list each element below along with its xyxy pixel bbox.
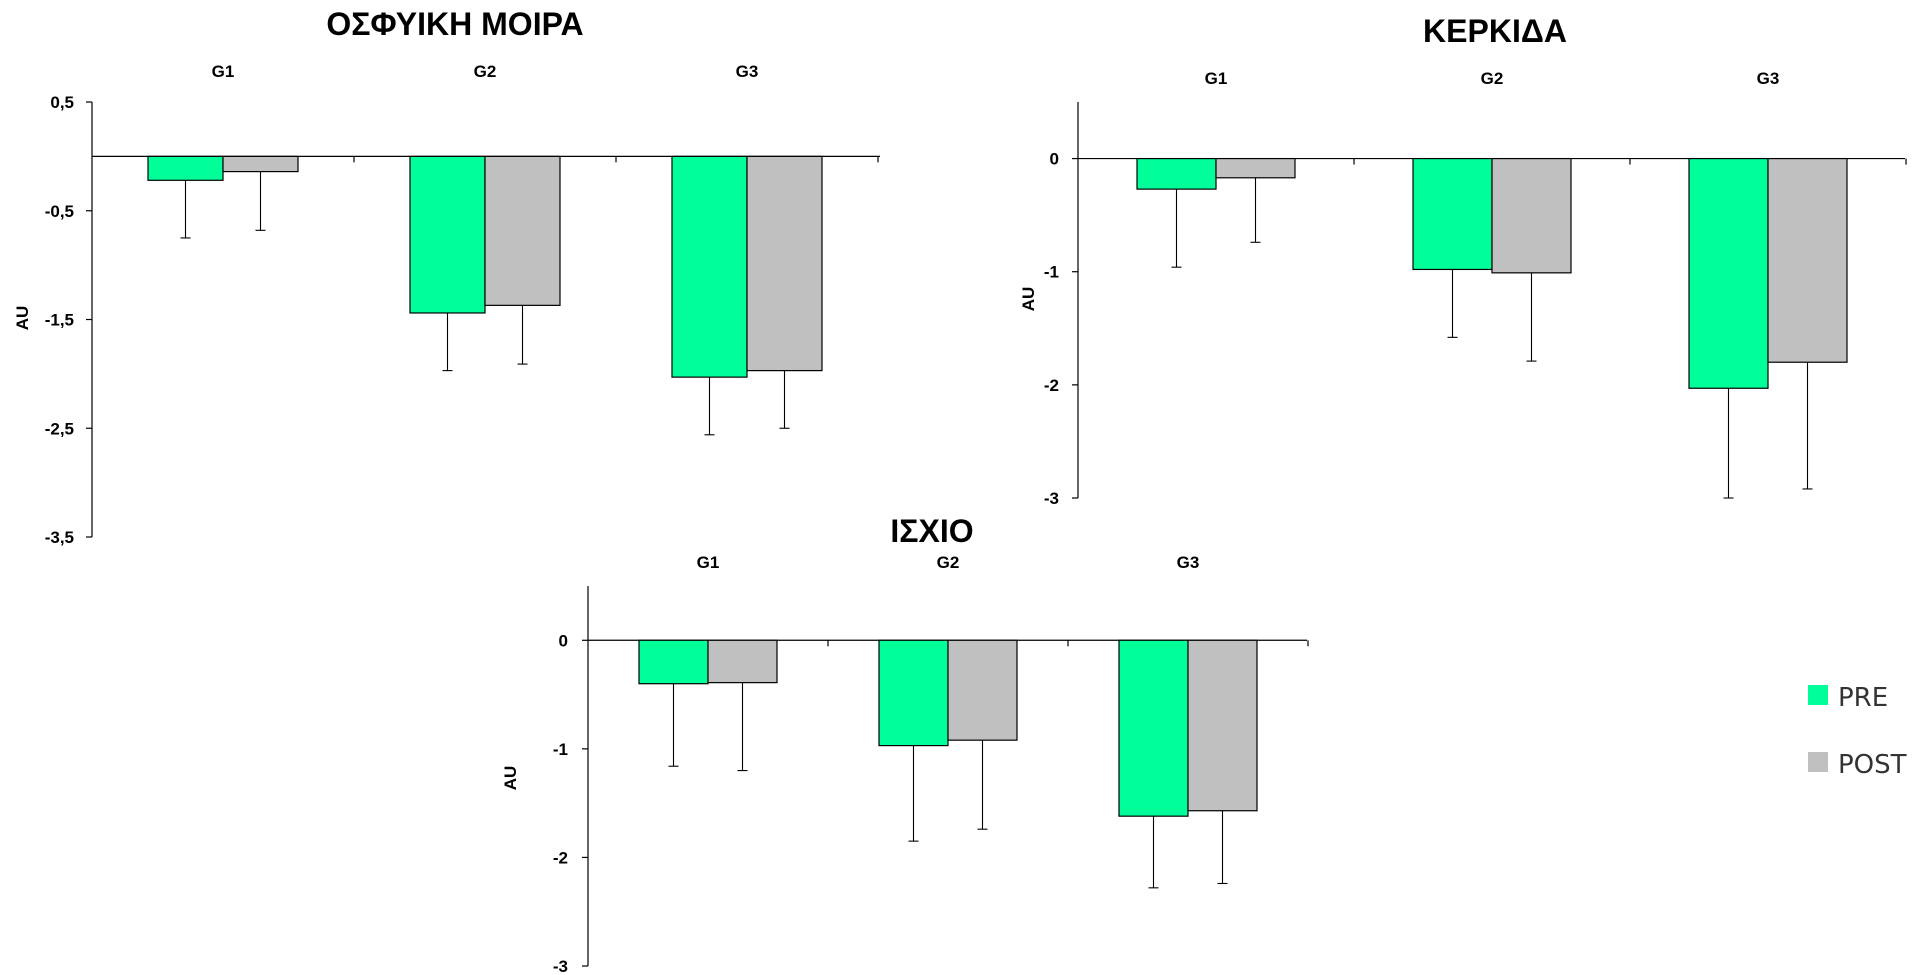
y-tick-label: -2 [553,848,568,867]
bar-pre [1136,157,1217,190]
chart-title: ΚΕΡΚΙΔΑ [1423,13,1567,49]
category-label: G3 [1757,69,1780,88]
y-tick-label: -1,5 [45,311,74,330]
y-tick-label: 0 [1050,150,1059,169]
chart-panel-radius: ΚΕΡΚΙΔΑ AU 0 -1 -2 -3 G1 G2 G3 [1019,13,1907,508]
y-tick-label: -2 [1044,376,1059,395]
bar-post [746,155,823,372]
y-axis-label: AU [501,766,520,791]
bar-pre [1118,639,1189,817]
category-label: G2 [1481,69,1504,88]
y-tick-label: 0 [559,631,568,650]
bar-pre [1412,157,1493,271]
y-tick-label: -3 [553,957,568,975]
bar-post [484,155,561,306]
y-tick-label: -2,5 [45,419,74,438]
chart-panel-lumbar: ΟΣΦΥΙΚΗ ΜΟΙΡΑ AU 0,5 -0,5 -1,5 -2,5 -3,5 G1 G2… [13,6,880,547]
category-label: G3 [1177,553,1200,572]
bar-post [1767,157,1848,363]
category-label: G1 [212,62,235,81]
y-tick-label: -3,5 [45,528,74,547]
bar-pre [638,639,709,685]
bar-post [1491,157,1572,274]
category-label: G1 [697,553,720,572]
category-label: G2 [937,553,960,572]
legend-label-post: POST [1838,750,1907,780]
category-label: G2 [474,62,497,81]
legend-swatch-post [1808,752,1828,772]
bar-post [222,155,299,173]
bar-pre [147,155,224,181]
chart-panel-hip: ΙΣΧΙΟ AU 0 -1 -2 -3 G1 G2 G3 [501,513,1309,975]
y-axis-label: AU [1019,287,1038,312]
legend-swatch-pre [1808,685,1828,705]
y-tick-label: -1 [1044,263,1059,282]
y-tick-label: 0,5 [50,93,74,112]
y-axis-label: AU [13,306,32,331]
y-tick-label: -3 [1044,489,1059,508]
bar-post [947,639,1018,741]
bar-pre [1688,157,1769,389]
bar-pre [409,155,486,314]
chart-title: ΙΣΧΙΟ [890,513,973,549]
chart-title: ΟΣΦΥΙΚΗ ΜΟΙΡΑ [326,6,583,42]
y-tick-label: -1 [553,740,568,759]
legend: PRE POST [1808,683,1907,780]
bar-post [1187,639,1258,812]
y-tick-label: -0,5 [45,202,74,221]
bar-post [1215,157,1296,179]
bar-pre [878,639,949,747]
legend-label-pre: PRE [1838,683,1888,713]
bar-pre [671,155,748,378]
bar-post [707,639,778,684]
category-label: G1 [1205,69,1228,88]
category-label: G3 [736,62,759,81]
